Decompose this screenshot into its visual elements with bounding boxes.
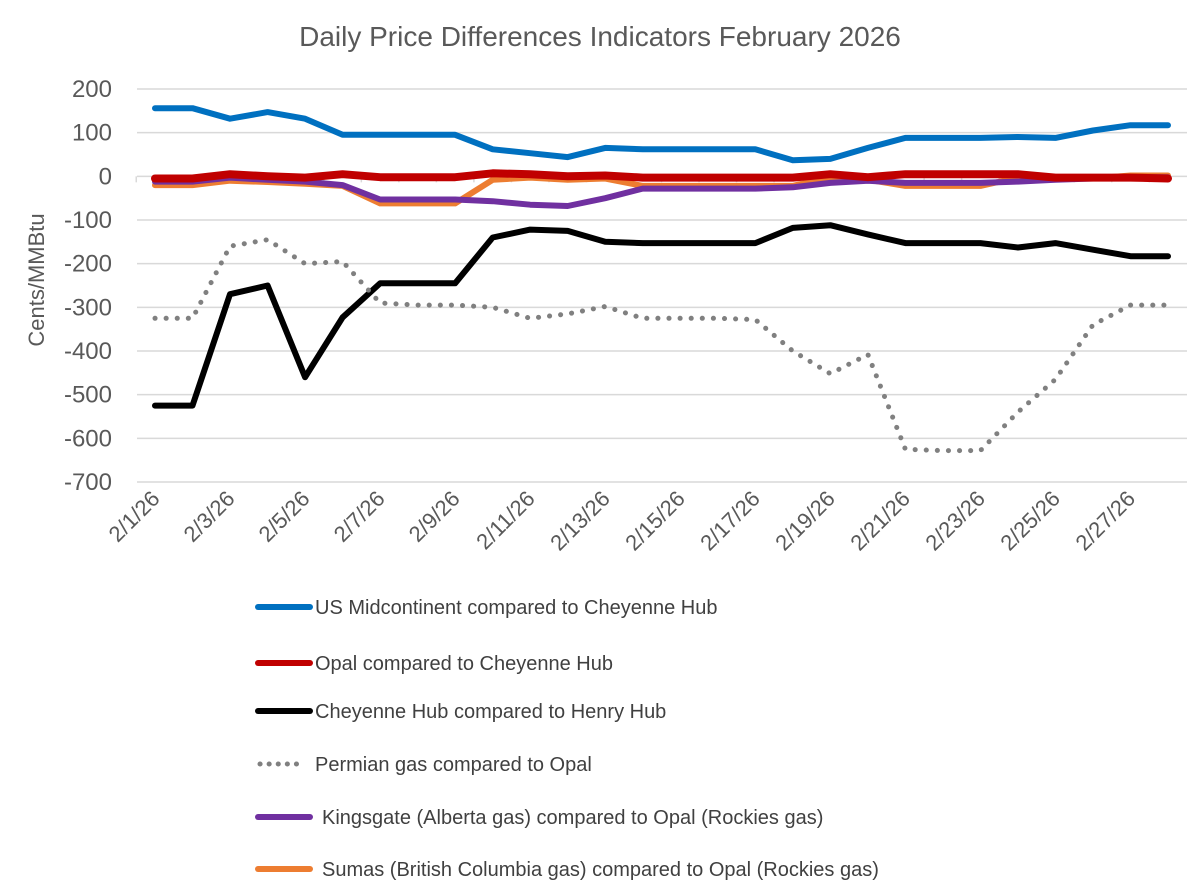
x-tick-label: 2/11/26: [471, 486, 539, 554]
y-tick-label: 100: [72, 120, 112, 147]
series-lines: [151, 105, 1172, 454]
x-tick-label: 2/1/26: [104, 486, 165, 547]
legend-label: Kingsgate (Alberta gas) compared to Opal…: [322, 807, 823, 829]
y-tick-label: -300: [64, 294, 112, 321]
legend: US Midcontinent compared to Cheyenne Hub…: [255, 597, 879, 881]
y-axis-label: Cents/MMBtu: [24, 213, 49, 346]
x-tick-label: 2/5/26: [254, 486, 315, 547]
y-tick-label: 0: [99, 163, 112, 190]
y-axis-ticks: 200 100 0 -100 -200 -300 -400 -500 -600 -700: [64, 76, 112, 496]
y-tick-label: 200: [72, 76, 112, 103]
x-tick-label: 2/21/26: [845, 486, 915, 556]
x-tick-label: 2/9/26: [404, 486, 465, 547]
y-tick-label: -200: [64, 251, 112, 278]
series-line-4: [152, 174, 1171, 209]
series-line-3: [152, 237, 1171, 454]
x-tick-label: 2/13/26: [545, 486, 615, 556]
legend-label: Sumas (British Columbia gas) compared to…: [322, 859, 879, 881]
x-tick-label: 2/27/26: [1070, 486, 1140, 556]
legend-label: Opal compared to Cheyenne Hub: [315, 653, 613, 675]
legend-label: Cheyenne Hub compared to Henry Hub: [315, 701, 666, 723]
y-tick-label: -400: [64, 338, 112, 365]
x-tick-label: 2/23/26: [920, 486, 990, 556]
y-tick-label: -100: [64, 207, 112, 234]
y-tick-label: -700: [64, 469, 112, 496]
y-tick-label: -500: [64, 382, 112, 409]
series-line-2: [152, 222, 1171, 409]
x-tick-label: 2/3/26: [179, 486, 240, 547]
x-tick-label: 2/17/26: [695, 486, 765, 556]
x-tick-label: 2/25/26: [995, 486, 1065, 556]
x-axis-ticks: 2/1/26 2/3/26 2/5/26 2/7/26 2/9/26 2/11/26 2/1…: [104, 486, 1140, 556]
series-line-1: [151, 169, 1172, 183]
x-tick-label: 2/15/26: [620, 486, 690, 556]
y-tick-label: -600: [64, 425, 112, 452]
x-tick-label: 2/19/26: [770, 486, 840, 556]
chart-title: Daily Price Differences Indicators Febru…: [299, 21, 901, 52]
series-line-0: [152, 105, 1171, 164]
legend-label: Permian gas compared to Opal: [315, 754, 592, 776]
x-tick-label: 2/7/26: [329, 486, 390, 547]
legend-label: US Midcontinent compared to Cheyenne Hub: [315, 597, 717, 619]
